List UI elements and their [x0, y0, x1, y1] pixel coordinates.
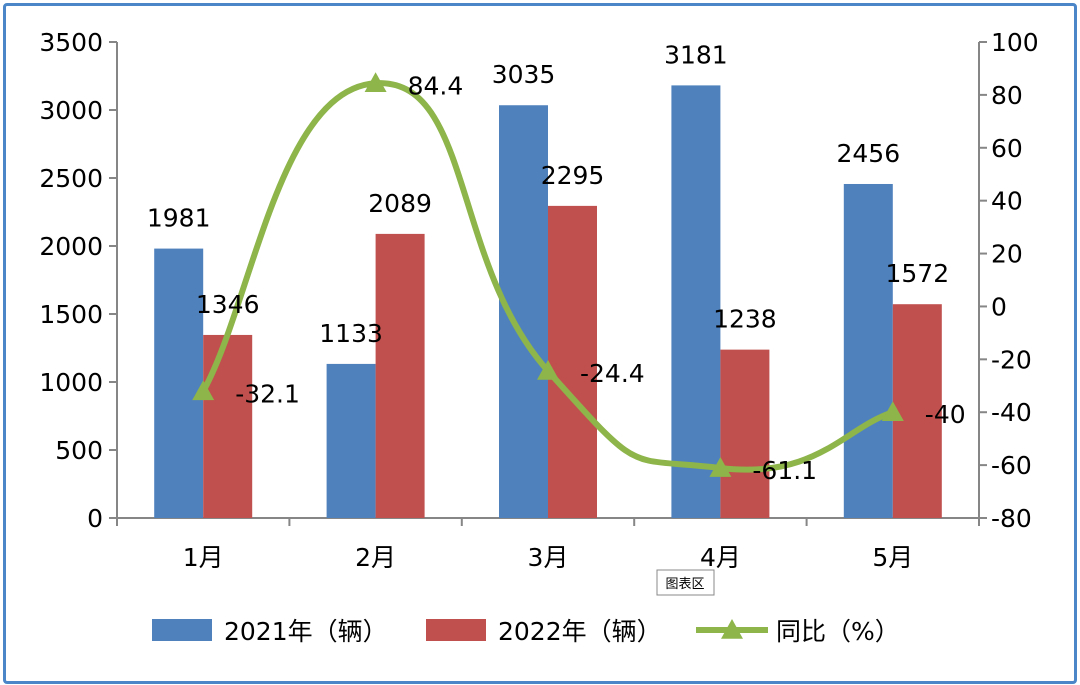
bar — [375, 233, 425, 518]
right-axis-tick-label: -20 — [991, 345, 1032, 374]
yoy-line — [200, 80, 896, 473]
right-axis-tick-label: -80 — [991, 504, 1032, 533]
bar-data-label: 1572 — [885, 259, 949, 288]
right-axis-tick-label: 20 — [991, 240, 1023, 269]
legend-swatch — [426, 619, 486, 641]
bar — [154, 248, 204, 519]
line-layer — [192, 72, 904, 477]
bar-data-label: 2089 — [368, 189, 432, 218]
x-axis-tick-label: 1月 — [183, 543, 224, 572]
left-axis-tick-label: 1500 — [39, 300, 103, 329]
bar — [671, 85, 721, 518]
bar — [203, 334, 253, 518]
right-axis-tick-label: 100 — [991, 28, 1039, 57]
right-axis-tick-label: 0 — [991, 292, 1007, 321]
yoy-marker — [537, 359, 559, 380]
right-axis-tick-label: 80 — [991, 81, 1023, 110]
bar-data-label: 2295 — [541, 161, 605, 190]
left-axis-tick-label: 2500 — [39, 164, 103, 193]
chart-area-tooltip: 图表区 — [656, 569, 715, 596]
right-axis-tick-label: 40 — [991, 187, 1023, 216]
left-axis-tick-label: 1000 — [39, 368, 103, 397]
legend: 2021年（辆） 2022年（辆） 同比（%） — [152, 617, 900, 646]
bar — [548, 205, 597, 518]
yoy-data-label: -61.1 — [752, 456, 817, 485]
bar — [892, 304, 942, 518]
x-axis-tick-label: 3月 — [528, 543, 569, 572]
yoy-data-label: 84.4 — [408, 71, 464, 100]
labels-layer: 1981 1133 3035 3181 2456 1346 2089 2295 1238 1572… — [147, 40, 966, 485]
bars-layer — [154, 85, 942, 519]
bar-data-label: 1238 — [713, 305, 777, 334]
chart-area-tooltip-text: 图表区 — [665, 577, 704, 592]
bar — [720, 349, 770, 518]
bar-data-label: 1981 — [147, 204, 211, 233]
x-axis-tick-label: 5月 — [872, 543, 913, 572]
left-axis-tick-label: 0 — [87, 504, 103, 533]
left-axis-tick-label: 2000 — [39, 232, 103, 261]
legend-label: 同比（%） — [776, 617, 900, 646]
left-axis-tick-label: 3500 — [39, 28, 103, 57]
right-axis-tick-label: -60 — [991, 451, 1032, 480]
left-axis-tick-label: 500 — [55, 436, 103, 465]
bar-data-label: 1133 — [319, 319, 383, 348]
yoy-data-label: -32.1 — [235, 379, 300, 408]
right-axis-tick-label: 60 — [991, 134, 1023, 163]
yoy-data-label: -40 — [925, 400, 966, 429]
left-axis-tick-label: 3000 — [39, 96, 103, 125]
bar-data-label: 3035 — [492, 60, 556, 89]
x-axis-tick-label: 2月 — [355, 543, 396, 572]
axes-layer: 0500100015002000250030003500-80-60-40-20… — [39, 28, 1038, 572]
bar — [843, 183, 893, 518]
x-axis-tick-label: 4月 — [700, 543, 741, 572]
right-axis-tick-label: -40 — [991, 398, 1032, 427]
legend-swatch — [152, 619, 212, 641]
yoy-marker — [709, 457, 732, 477]
yoy-marker — [192, 380, 215, 401]
legend-label: 2022年（辆） — [498, 617, 662, 646]
yoy-marker — [364, 72, 387, 93]
yoy-marker — [881, 401, 904, 422]
bar-data-label: 1346 — [196, 290, 260, 319]
legend-marker — [721, 619, 743, 639]
yoy-data-label: -24.4 — [580, 359, 645, 388]
legend-label: 2021年（辆） — [224, 617, 388, 646]
bar-data-label: 3181 — [664, 40, 728, 69]
bar — [326, 363, 376, 518]
bar-data-label: 2456 — [836, 139, 900, 168]
